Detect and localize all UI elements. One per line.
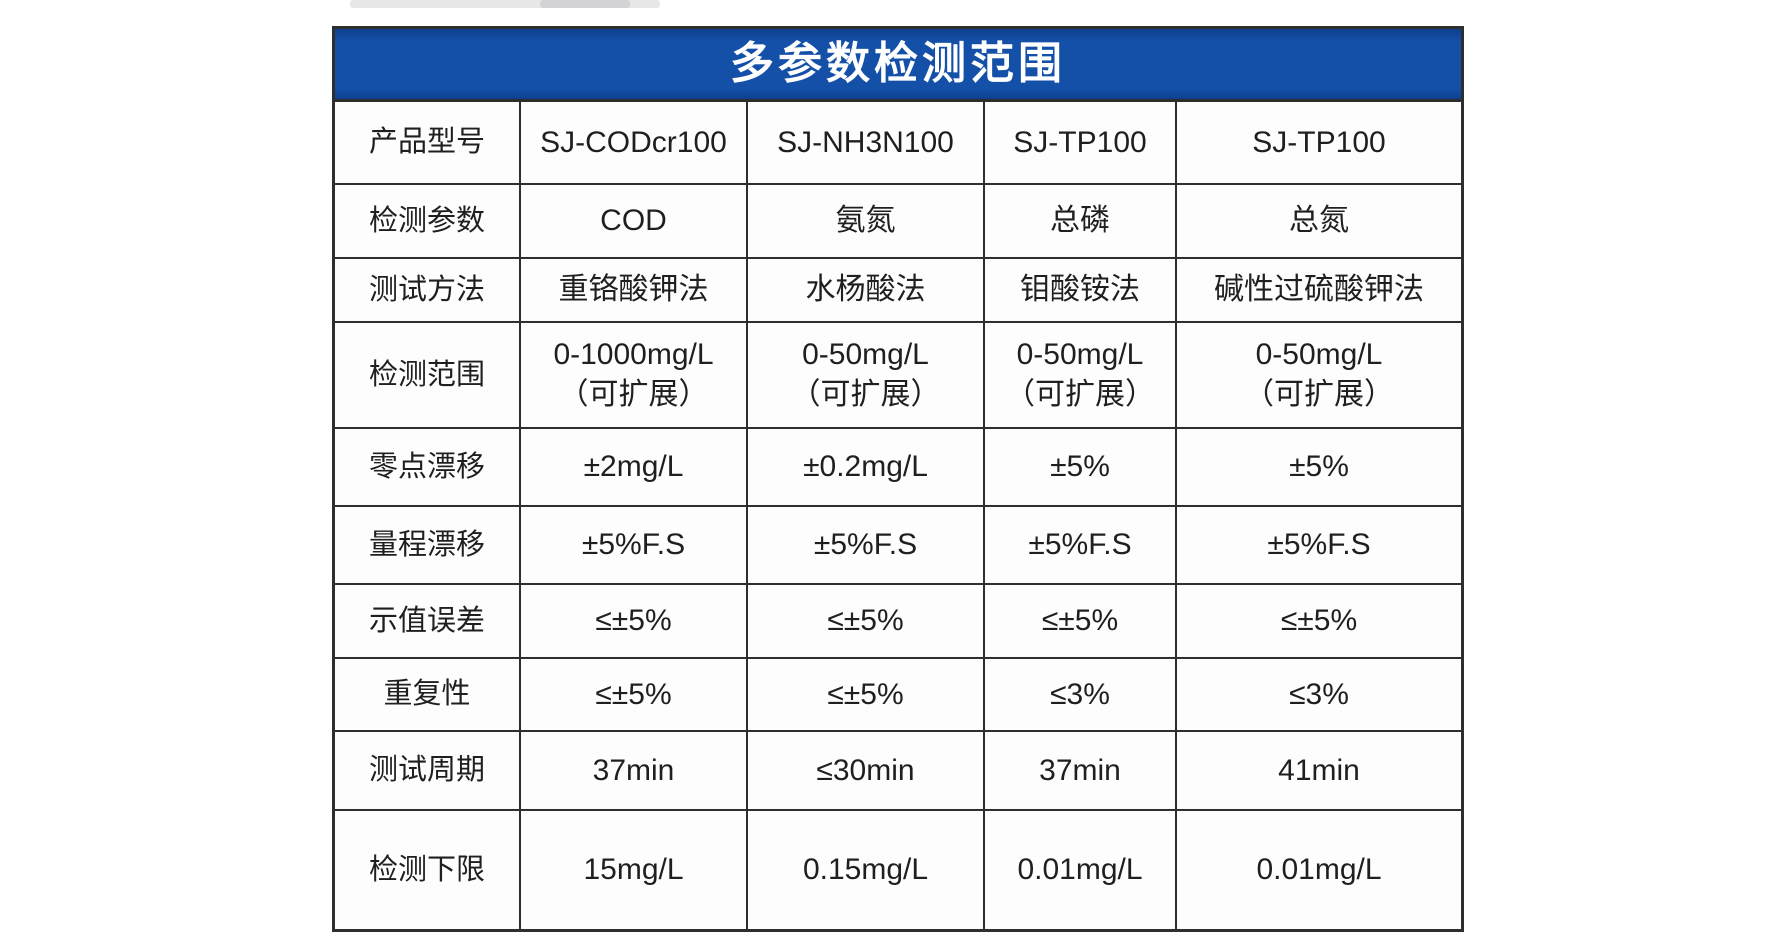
cell-zero-drift-1: ±2mg/L: [521, 429, 748, 507]
cell-test-cycle-3: 37min: [985, 732, 1177, 811]
row-label-indication-error: 示值误差: [335, 585, 521, 659]
cell-lower-limit-1: 15mg/L: [521, 811, 748, 929]
row-label-detected-parameter: 检测参数: [335, 185, 521, 259]
cell-product-model-2: SJ-NH3N100: [748, 102, 985, 185]
cell-method-4: 碱性过硫酸钾法: [1177, 259, 1461, 323]
cell-method-3: 钼酸铵法: [985, 259, 1177, 323]
cell-indication-error-3: ≤±5%: [985, 585, 1177, 659]
cell-repeatability-2: ≤±5%: [748, 659, 985, 732]
cell-range-2: 0-50mg/L （可扩展）: [748, 323, 985, 429]
cell-parameter-3: 总磷: [985, 185, 1177, 259]
cell-span-drift-1: ±5%F.S: [521, 507, 748, 585]
cell-range-4: 0-50mg/L （可扩展）: [1177, 323, 1461, 429]
cell-zero-drift-3: ±5%: [985, 429, 1177, 507]
cell-lower-limit-3: 0.01mg/L: [985, 811, 1177, 929]
cropped-text-remnant: [350, 0, 630, 8]
cell-repeatability-1: ≤±5%: [521, 659, 748, 732]
row-label-zero-drift: 零点漂移: [335, 429, 521, 507]
cell-lower-limit-2: 0.15mg/L: [748, 811, 985, 929]
cell-method-2: 水杨酸法: [748, 259, 985, 323]
cell-test-cycle-2: ≤30min: [748, 732, 985, 811]
multi-parameter-spec-table: 多参数检测范围 产品型号 SJ-CODcr100 SJ-NH3N100 SJ-T…: [332, 26, 1464, 932]
cell-repeatability-4: ≤3%: [1177, 659, 1461, 732]
cell-method-1: 重铬酸钾法: [521, 259, 748, 323]
table-title-bar: 多参数检测范围: [335, 29, 1461, 102]
cell-parameter-2: 氨氮: [748, 185, 985, 259]
cell-span-drift-4: ±5%F.S: [1177, 507, 1461, 585]
cell-product-model-1: SJ-CODcr100: [521, 102, 748, 185]
cell-range-1: 0-1000mg/L （可扩展）: [521, 323, 748, 429]
row-label-span-drift: 量程漂移: [335, 507, 521, 585]
row-label-product-model: 产品型号: [335, 102, 521, 185]
table-title: 多参数检测范围: [730, 39, 1066, 88]
row-label-repeatability: 重复性: [335, 659, 521, 732]
cell-indication-error-1: ≤±5%: [521, 585, 748, 659]
spec-grid: 产品型号 SJ-CODcr100 SJ-NH3N100 SJ-TP100 SJ-…: [335, 102, 1461, 929]
cell-repeatability-3: ≤3%: [985, 659, 1177, 732]
row-label-detection-range: 检测范围: [335, 323, 521, 429]
row-label-test-method: 测试方法: [335, 259, 521, 323]
cell-span-drift-3: ±5%F.S: [985, 507, 1177, 585]
cell-indication-error-4: ≤±5%: [1177, 585, 1461, 659]
cell-test-cycle-4: 41min: [1177, 732, 1461, 811]
cropped-text-remnant: [540, 0, 660, 8]
cell-test-cycle-1: 37min: [521, 732, 748, 811]
cell-zero-drift-4: ±5%: [1177, 429, 1461, 507]
cell-parameter-1: COD: [521, 185, 748, 259]
cell-span-drift-2: ±5%F.S: [748, 507, 985, 585]
row-label-lower-detection-limit: 检测下限: [335, 811, 521, 929]
cell-lower-limit-4: 0.01mg/L: [1177, 811, 1461, 929]
cell-indication-error-2: ≤±5%: [748, 585, 985, 659]
cell-product-model-4: SJ-TP100: [1177, 102, 1461, 185]
cell-parameter-4: 总氮: [1177, 185, 1461, 259]
cell-zero-drift-2: ±0.2mg/L: [748, 429, 985, 507]
cell-product-model-3: SJ-TP100: [985, 102, 1177, 185]
cell-range-3: 0-50mg/L （可扩展）: [985, 323, 1177, 429]
row-label-test-cycle: 测试周期: [335, 732, 521, 811]
